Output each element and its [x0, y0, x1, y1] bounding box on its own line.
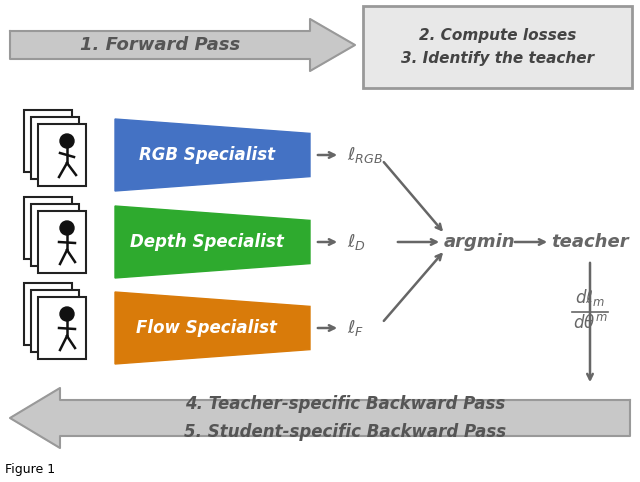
- Text: 1. Forward Pass: 1. Forward Pass: [80, 36, 240, 54]
- Bar: [24, 197, 72, 259]
- Text: Flow Specialist: Flow Specialist: [136, 319, 277, 337]
- Circle shape: [60, 307, 74, 321]
- Text: $d\theta^m$: $d\theta^m$: [573, 314, 607, 332]
- Text: RGB Specialist: RGB Specialist: [139, 146, 275, 164]
- Polygon shape: [115, 119, 310, 191]
- Bar: [31, 117, 79, 179]
- FancyBboxPatch shape: [363, 6, 632, 88]
- Bar: [38, 211, 86, 273]
- Bar: [24, 110, 72, 172]
- Polygon shape: [115, 292, 310, 364]
- Bar: [38, 124, 86, 186]
- Text: $\ell_{RGB}$: $\ell_{RGB}$: [347, 145, 383, 165]
- Text: 4. Teacher-specific Backward Pass
5. Student-specific Backward Pass: 4. Teacher-specific Backward Pass 5. Stu…: [184, 395, 506, 441]
- Text: $d\ell_m$: $d\ell_m$: [575, 287, 605, 308]
- Bar: [31, 204, 79, 266]
- Circle shape: [60, 134, 74, 148]
- Polygon shape: [10, 19, 355, 71]
- Bar: [38, 297, 86, 359]
- Polygon shape: [115, 206, 310, 278]
- Text: argmin: argmin: [444, 233, 516, 251]
- Text: Figure 1: Figure 1: [5, 463, 55, 476]
- Polygon shape: [10, 388, 630, 448]
- Text: $\ell_D$: $\ell_D$: [347, 232, 366, 252]
- Text: Depth Specialist: Depth Specialist: [130, 233, 284, 251]
- Bar: [24, 283, 72, 345]
- Text: teacher: teacher: [551, 233, 629, 251]
- Bar: [31, 290, 79, 352]
- Circle shape: [60, 221, 74, 235]
- Text: $\ell_F$: $\ell_F$: [347, 318, 364, 338]
- Text: 2. Compute losses
3. Identify the teacher: 2. Compute losses 3. Identify the teache…: [401, 28, 594, 66]
